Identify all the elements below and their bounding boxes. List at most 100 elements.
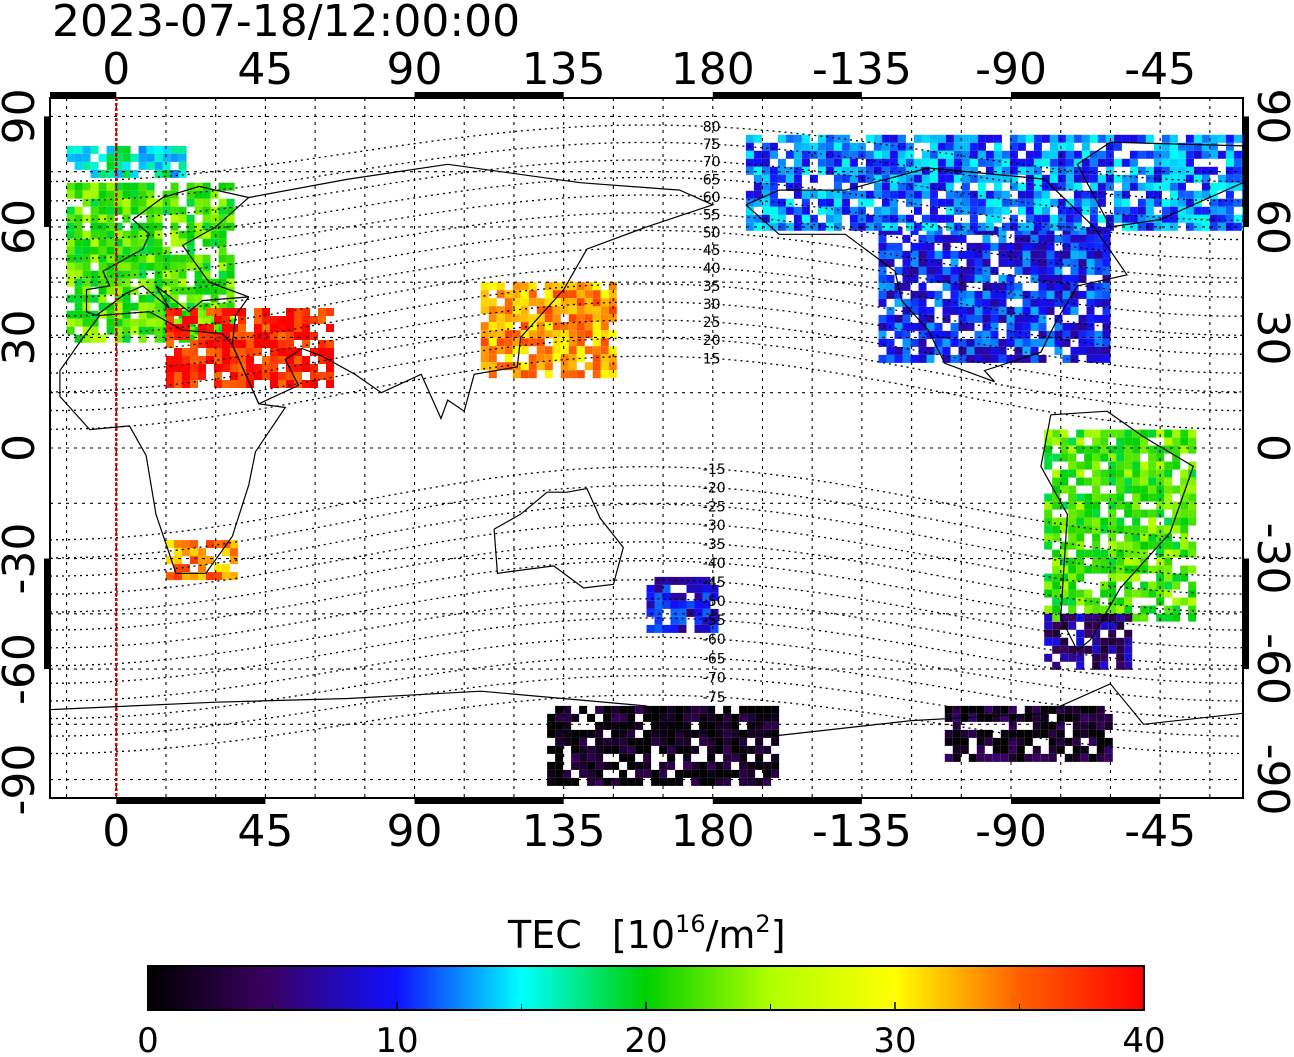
frame-bar-bottom	[116, 798, 265, 804]
tec-cell	[1095, 259, 1103, 267]
tec-cell	[1218, 183, 1226, 191]
tec-cell	[1050, 215, 1058, 223]
tec-cell	[211, 287, 219, 295]
tec-cell	[206, 308, 214, 316]
tec-cell	[1042, 215, 1050, 223]
tec-cell	[1031, 307, 1039, 315]
tec-cell	[954, 175, 962, 183]
tec-cell	[1050, 183, 1058, 191]
tec-cell	[959, 299, 967, 307]
tec-cell	[794, 175, 802, 183]
tec-cell	[919, 299, 927, 307]
tec-cell	[529, 370, 537, 378]
tec-cell	[609, 346, 617, 354]
tec-cell	[786, 151, 794, 159]
tec-cell	[1063, 339, 1071, 347]
tec-cell	[1084, 494, 1092, 502]
tec-cell	[1092, 646, 1100, 654]
tec-cell	[1041, 722, 1049, 730]
tec-cell	[959, 235, 967, 243]
tec-cell	[163, 207, 171, 215]
tec-cell	[1130, 207, 1138, 215]
tec-cell	[1076, 566, 1084, 574]
tec-cell	[579, 746, 587, 754]
tec-cell	[1180, 598, 1188, 606]
tec-cell	[953, 738, 961, 746]
tec-cell	[1018, 207, 1026, 215]
tec-cell	[278, 332, 286, 340]
tec-cell	[707, 770, 715, 778]
lat-tick-label: 0	[0, 434, 45, 462]
tec-cell	[842, 143, 850, 151]
tec-cell	[611, 746, 619, 754]
tec-cell	[1050, 143, 1058, 151]
tec-cell	[211, 231, 219, 239]
lon-tick-label: 0	[102, 806, 130, 857]
tec-cell	[278, 380, 286, 388]
tec-cell	[1146, 151, 1154, 159]
tec-cell	[1162, 207, 1170, 215]
lat-tick-label: -30	[1247, 523, 1294, 595]
tec-cell	[959, 267, 967, 275]
colorbar-unit-suffix: ]	[771, 913, 786, 957]
tec-cell	[663, 577, 671, 585]
tec-cell	[1188, 518, 1196, 526]
tec-cell	[959, 355, 967, 363]
tec-cell	[991, 347, 999, 355]
tec-cell	[906, 191, 914, 199]
tec-cell	[1140, 590, 1148, 598]
tec-cell	[1186, 135, 1194, 143]
tec-cell	[569, 362, 577, 370]
tec-cell	[866, 191, 874, 199]
tec-cell	[1170, 167, 1178, 175]
tec-cell	[1044, 654, 1052, 662]
tec-cell	[585, 306, 593, 314]
tec-cell	[529, 290, 537, 298]
tec-cell	[1140, 526, 1148, 534]
tec-cell	[1108, 574, 1116, 582]
tec-cell	[563, 714, 571, 722]
tec-cell	[131, 263, 139, 271]
tec-cell	[1100, 430, 1108, 438]
tec-cell	[166, 380, 174, 388]
tec-cell	[99, 183, 107, 191]
tec-cell	[874, 215, 882, 223]
tec-cell	[969, 754, 977, 762]
tec-cell	[91, 183, 99, 191]
tec-cell	[179, 287, 187, 295]
tec-cell	[1065, 754, 1073, 762]
tec-cell	[671, 577, 679, 585]
tec-cell	[302, 316, 310, 324]
tec-cell	[147, 183, 155, 191]
tec-cell	[755, 762, 763, 770]
tec-cell	[1055, 339, 1063, 347]
tec-cell	[123, 207, 131, 215]
tec-cell	[683, 762, 691, 770]
contour-label: 30	[703, 297, 721, 313]
tec-cell	[962, 207, 970, 215]
tec-cell	[970, 167, 978, 175]
tec-cell	[627, 762, 635, 770]
tec-cell	[1087, 291, 1095, 299]
tec-cell	[1164, 574, 1172, 582]
tec-cell	[1084, 614, 1092, 622]
tec-cell	[1092, 566, 1100, 574]
tec-cell	[99, 170, 107, 178]
tec-cell	[647, 585, 655, 593]
tec-cell	[1210, 167, 1218, 175]
tec-cell	[1172, 606, 1180, 614]
contour-label: 45	[703, 243, 721, 259]
tec-cell	[577, 322, 585, 330]
tec-cell	[1095, 291, 1103, 299]
tec-cell	[842, 151, 850, 159]
tec-cell	[587, 714, 595, 722]
tec-cell	[529, 298, 537, 306]
tec-cell	[67, 191, 75, 199]
tec-cell	[1084, 590, 1092, 598]
tec-cell	[547, 714, 555, 722]
lat-tick-label: 90	[1247, 88, 1294, 144]
tec-cell	[1116, 614, 1124, 622]
tec-cell	[1188, 606, 1196, 614]
tec-cell	[1210, 151, 1218, 159]
tec-cell	[521, 338, 529, 346]
